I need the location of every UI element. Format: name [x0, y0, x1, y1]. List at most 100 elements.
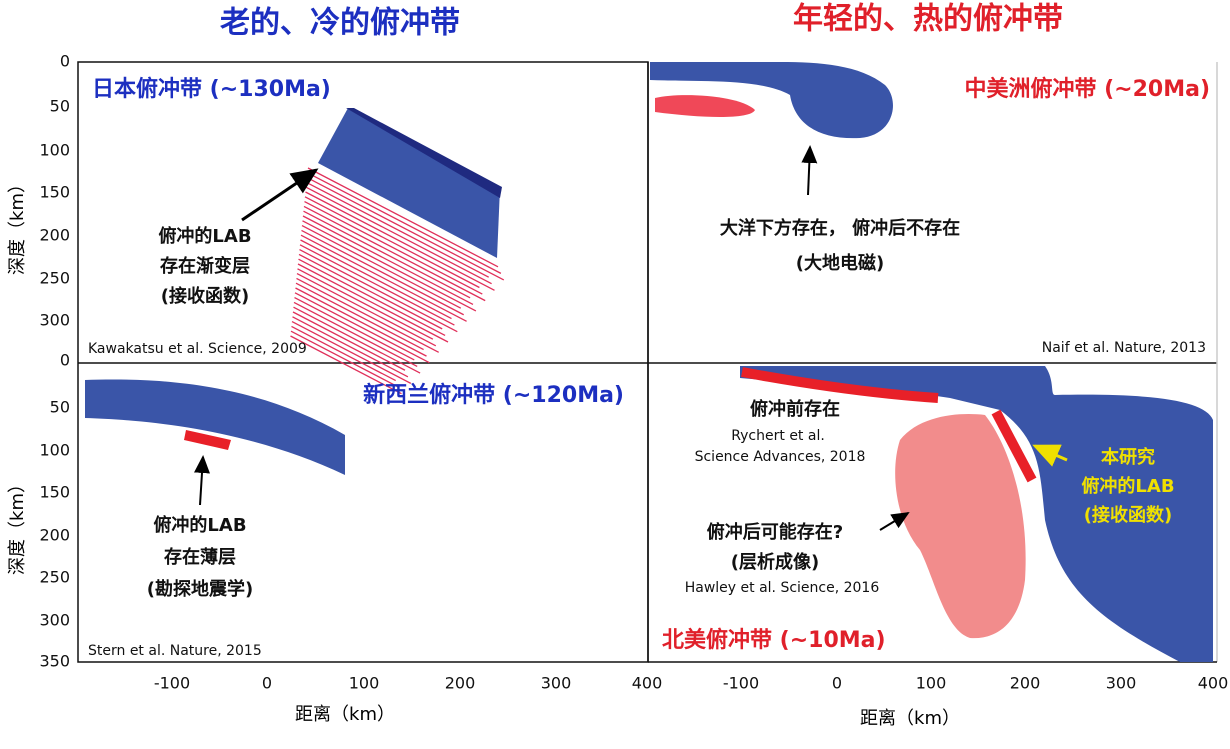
y-tick-label: 350: [39, 652, 70, 671]
x-tick-label: 100: [916, 674, 947, 693]
stripe: [305, 191, 495, 291]
stripe: [305, 186, 492, 285]
stripe: [296, 277, 439, 353]
annotation: 大洋下方存在， 俯冲后不存在: [720, 217, 960, 239]
slab: [740, 366, 1213, 662]
stripe: [293, 301, 418, 368]
citation: Naif et al. Nature, 2013: [1042, 340, 1206, 356]
stripe: [292, 311, 406, 371]
stripe: [306, 177, 505, 281]
gradient-layer: [290, 167, 505, 395]
stripe: [302, 215, 474, 305]
stripe: [294, 297, 415, 361]
x-tick-label: 0: [262, 674, 272, 693]
plate: [85, 379, 345, 475]
annotation: 俯冲后可能存在?: [707, 521, 843, 543]
stripe: [304, 196, 480, 289]
stripe: [291, 321, 412, 384]
slab: [318, 108, 500, 258]
x-tick-label: 100: [349, 674, 380, 693]
panel-title: 日本俯冲带 (~130Ma): [92, 76, 331, 102]
stripe: [297, 263, 449, 343]
x-tick-label: 0: [832, 674, 842, 693]
y-tick-label: 250: [39, 269, 70, 288]
y-tick-label: 0: [60, 351, 70, 370]
stripe: [295, 287, 427, 357]
annotation: (勘探地震学): [147, 578, 253, 600]
x-tick-label: 200: [1010, 674, 1041, 693]
stripe: [298, 253, 443, 330]
stripe: [290, 330, 399, 388]
citation: Rychert et al.: [731, 428, 825, 444]
arrow: [1032, 444, 1068, 467]
arrow: [801, 145, 818, 196]
stripe: [299, 249, 458, 333]
stripe: [303, 205, 486, 302]
y-axis-label: 深度（km）: [7, 475, 28, 575]
annotation: (大地电磁): [796, 252, 884, 274]
y-tick-label: 150: [39, 483, 70, 502]
stripe: [296, 273, 437, 347]
y-tick-label: 250: [39, 568, 70, 587]
stripe: [293, 306, 421, 374]
lab-before: [741, 367, 939, 403]
stripe: [301, 225, 462, 309]
stripe: [307, 172, 502, 274]
stripe: [300, 239, 452, 320]
citation: Hawley et al. Science, 2016: [685, 580, 880, 596]
citation: Science Advances, 2018: [695, 449, 866, 465]
annotation: 俯冲的LAB: [158, 225, 251, 247]
x-tick-label: 200: [445, 674, 476, 693]
annotation: 俯冲的LAB: [1081, 475, 1174, 497]
panel-title: 中美洲俯冲带 (~20Ma): [964, 76, 1210, 102]
stripe: [297, 268, 434, 340]
x-tick-label: -100: [723, 674, 759, 693]
arrow: [241, 168, 319, 222]
citation: Stern et al. Nature, 2015: [88, 643, 262, 659]
stripe: [299, 244, 455, 326]
stripe: [290, 335, 402, 395]
lab-this-study: [991, 409, 1037, 483]
x-axis-label: 距离（km）: [295, 704, 395, 725]
thin-layer: [184, 430, 231, 450]
ticks: 0 50 100 150 200 250 300 0 50 100 150 200 250 300 350 -…: [39, 52, 1228, 693]
y-tick-label: 300: [39, 311, 70, 330]
x-tick-label: 300: [1106, 674, 1137, 693]
stripe: [303, 210, 471, 299]
conductor: [655, 95, 755, 117]
y-tick-label: 50: [50, 398, 70, 417]
y-axis-label: 深度（km）: [7, 175, 28, 275]
x-tick-label: 400: [1198, 674, 1229, 693]
heading-right: 年轻的、热的俯冲带: [793, 2, 1063, 37]
slab-top: [346, 108, 502, 198]
annotation: (接收函数): [1084, 504, 1172, 526]
x-tick-label: 300: [541, 674, 572, 693]
stripe: [298, 258, 446, 337]
x-tick-label: 400: [632, 674, 663, 693]
y-tick-label: 100: [39, 441, 70, 460]
annotation: 俯冲的LAB: [153, 514, 246, 536]
y-tick-label: 200: [39, 226, 70, 245]
arrow: [194, 455, 210, 506]
arrow: [879, 511, 910, 531]
y-tick-label: 100: [39, 141, 70, 160]
stripe: [301, 229, 464, 316]
stripe: [306, 181, 489, 278]
stripe: [300, 234, 467, 322]
heading-left: 老的、冷的俯冲带: [220, 6, 460, 41]
citation: Kawakatsu et al. Science, 2009: [88, 341, 307, 357]
stripe: [291, 325, 396, 382]
panel-title: 新西兰俯冲带 (~120Ma): [363, 382, 624, 408]
stripe: [302, 220, 477, 312]
x-axis-label: 距离（km）: [860, 708, 960, 729]
annotation: 存在渐变层: [160, 255, 250, 277]
y-tick-label: 50: [50, 97, 70, 116]
y-tick-label: 300: [39, 611, 70, 630]
frames: [77, 61, 1218, 663]
annotation: (层析成像): [731, 551, 819, 573]
panel-title: 北美俯冲带 (~10Ma): [662, 627, 886, 653]
y-tick-label: 0: [60, 52, 70, 71]
y-tick-label: 200: [39, 526, 70, 545]
x-tick-label: -100: [154, 674, 190, 693]
